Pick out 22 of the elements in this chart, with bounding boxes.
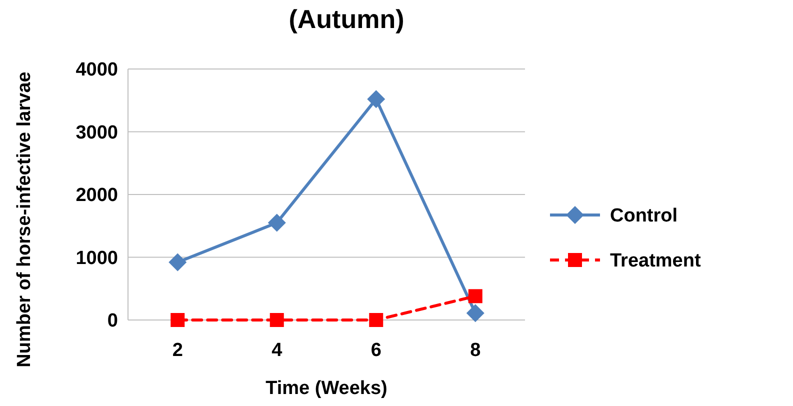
point [369, 313, 384, 327]
point [367, 90, 386, 108]
point [468, 289, 482, 304]
y-tick-label: 0 [107, 310, 118, 332]
legend-label: Control [610, 206, 678, 227]
x-tick-label: 8 [470, 340, 481, 361]
point [168, 253, 187, 272]
x-axis-title: Time (Weeks) [266, 378, 388, 399]
y-tick-label: 2000 [76, 185, 118, 206]
x-tick-label: 4 [272, 340, 283, 361]
y-tick-label: 3000 [76, 122, 118, 144]
legend-label: Treatment [610, 250, 702, 272]
x-tick-label: 6 [370, 340, 382, 361]
y-tick-label: 1000 [76, 248, 118, 269]
x-tick-label: 2 [172, 340, 183, 361]
point [270, 313, 284, 327]
point [466, 304, 484, 322]
point [170, 313, 185, 327]
y-axis-title: Number of horse-infective larvae [14, 72, 35, 368]
chart-title: (Autumn) [288, 4, 404, 34]
y-tick-label: 4000 [76, 60, 118, 81]
point [268, 214, 286, 232]
